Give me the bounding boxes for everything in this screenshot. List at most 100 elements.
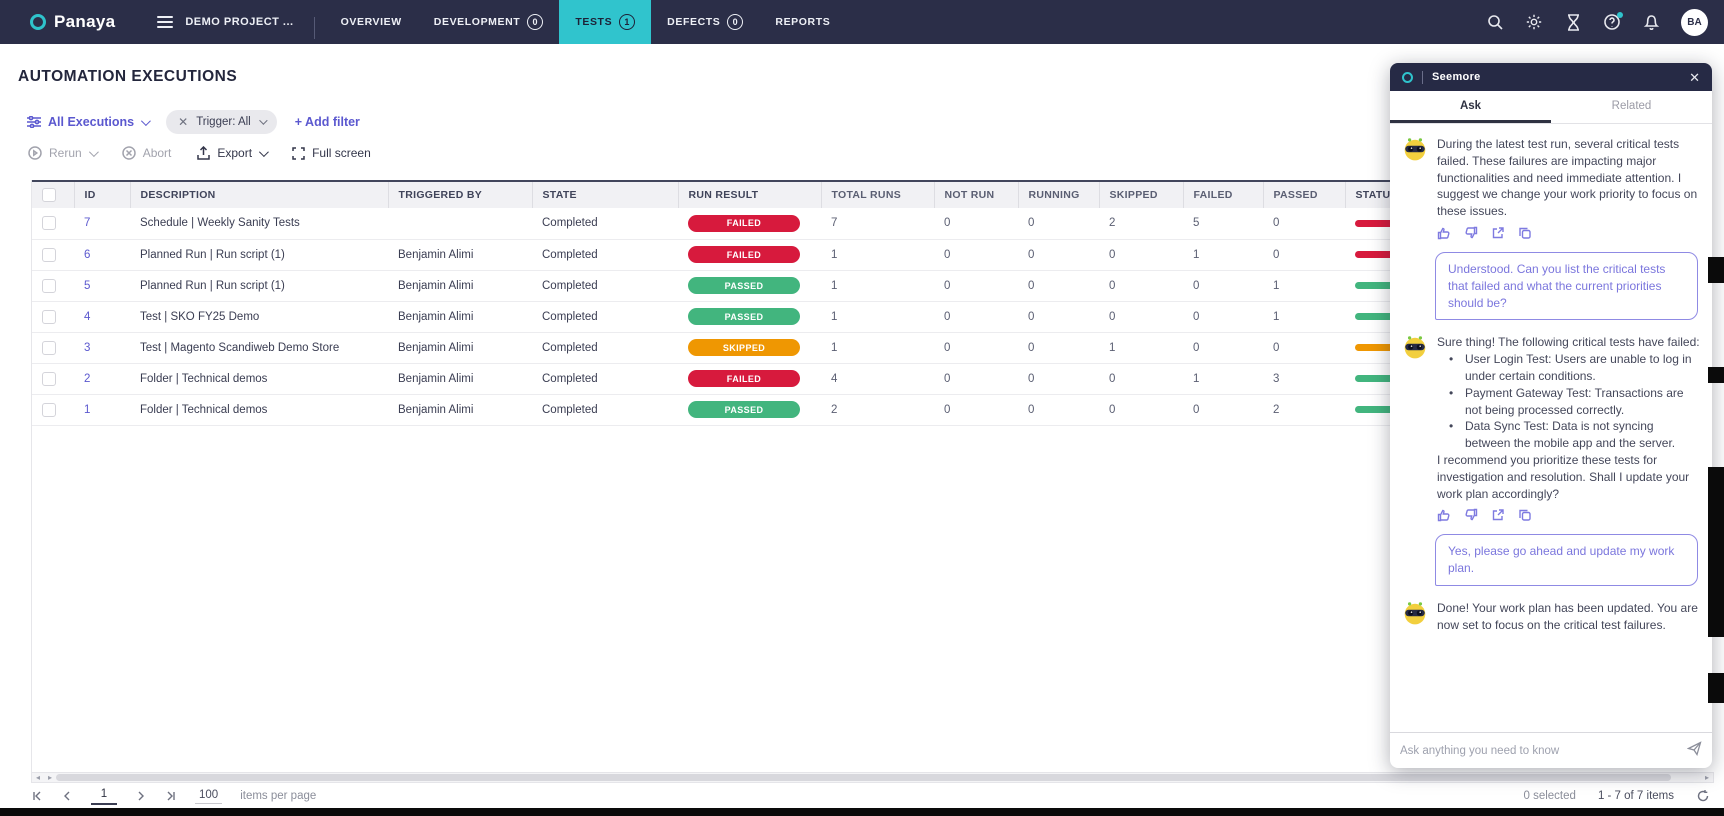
row-checkbox[interactable]	[42, 247, 56, 262]
execution-id-link[interactable]: 2	[84, 372, 91, 385]
abort-button[interactable]: Abort	[121, 146, 171, 160]
tab-overview[interactable]: OVERVIEW	[340, 16, 402, 28]
top-nav: Panaya DEMO PROJECT ... OVERVIEW DEVELOP…	[0, 0, 1724, 44]
tab-related[interactable]: Related	[1611, 100, 1652, 112]
column-header-description[interactable]: DESCRIPTION	[129, 181, 388, 208]
run-result-badge: PASSED	[688, 401, 800, 418]
filter-row: All Executions ✕ Trigger: All + Add filt…	[27, 110, 360, 134]
execution-id-link[interactable]: 1	[84, 403, 91, 416]
gear-icon[interactable]	[1525, 13, 1543, 31]
select-all-checkbox[interactable]	[42, 188, 56, 202]
help-icon[interactable]	[1603, 12, 1623, 31]
thumbs-down-icon[interactable]	[1464, 226, 1478, 240]
hamburger-menu-icon[interactable]	[157, 16, 174, 28]
first-page-button[interactable]	[31, 790, 43, 802]
current-page[interactable]: 1	[91, 788, 117, 805]
tab-defects[interactable]: DEFECTS 0	[651, 0, 759, 44]
items-per-page-label: items per page	[240, 790, 317, 802]
export-button[interactable]: Export	[197, 146, 269, 160]
state-cell: Completed	[532, 394, 678, 426]
column-header-id[interactable]: ID	[73, 181, 130, 208]
open-in-new-icon[interactable]	[1491, 226, 1505, 240]
row-checkbox[interactable]	[42, 278, 56, 293]
execution-id-link[interactable]: 7	[84, 217, 91, 230]
bell-icon[interactable]	[1642, 13, 1660, 31]
status-bar	[1355, 313, 1403, 320]
not-run-cell: 0	[934, 332, 1018, 364]
row-checkbox[interactable]	[42, 371, 56, 386]
hourglass-icon[interactable]	[1564, 13, 1582, 31]
running-cell: 0	[1018, 270, 1099, 302]
message-actions	[1437, 508, 1700, 522]
chat-input[interactable]	[1400, 744, 1679, 757]
row-checkbox[interactable]	[42, 402, 56, 417]
bot-intro: Sure thing! The following critical tests…	[1437, 335, 1700, 350]
executions-grid: ID DESCRIPTION TRIGGERED BY STATE RUN RE…	[31, 180, 1495, 772]
column-header-run-result[interactable]: RUN RESULT	[677, 181, 821, 208]
pagination-bar: 1 100 items per page 0 selected 1 - 7 of…	[31, 784, 1710, 808]
user-message-bubble: Yes, please go ahead and update my work …	[1435, 534, 1698, 586]
scrollbar-thumb[interactable]	[56, 774, 1671, 781]
scroll-left-icon[interactable]: ◂	[36, 773, 41, 782]
copy-icon[interactable]	[1518, 226, 1532, 240]
chevron-down-icon	[88, 146, 99, 157]
copy-icon[interactable]	[1518, 508, 1532, 522]
tab-tests[interactable]: TESTS 1	[559, 0, 652, 44]
running-cell: 0	[1018, 301, 1099, 333]
user-avatar[interactable]: BA	[1681, 8, 1708, 36]
passed-cell: 0	[1263, 332, 1345, 364]
thumbs-down-icon[interactable]	[1464, 508, 1478, 522]
fullscreen-button[interactable]: Full screen	[292, 146, 371, 160]
next-page-button[interactable]	[135, 790, 147, 802]
last-page-button[interactable]	[165, 790, 177, 802]
search-icon[interactable]	[1486, 13, 1504, 31]
bot-outro: I recommend you prioritize these tests f…	[1437, 452, 1690, 501]
not-run-cell: 0	[934, 208, 1018, 240]
scroll-right-icon[interactable]: ▸	[1704, 773, 1709, 782]
scroll-left-icon[interactable]: ▸	[48, 773, 53, 782]
executions-view-dropdown[interactable]: All Executions	[27, 115, 152, 129]
open-in-new-icon[interactable]	[1491, 508, 1505, 522]
items-range: 1 - 7 of 7 items	[1597, 790, 1674, 802]
execution-id-link[interactable]: 3	[84, 341, 91, 354]
skipped-cell: 0	[1099, 239, 1183, 271]
running-cell: 0	[1018, 394, 1099, 426]
project-selector[interactable]: DEMO PROJECT ...	[185, 16, 294, 28]
refresh-icon[interactable]	[1696, 789, 1710, 803]
export-icon	[197, 146, 211, 160]
thumbs-up-icon[interactable]	[1437, 226, 1451, 240]
column-header-triggered-by[interactable]: TRIGGERED BY	[387, 181, 532, 208]
execution-id-link[interactable]: 5	[84, 279, 91, 292]
column-header-skipped[interactable]: SKIPPED	[1098, 181, 1183, 208]
divider	[1422, 70, 1423, 84]
running-cell: 0	[1018, 332, 1099, 364]
tab-reports[interactable]: REPORTS	[775, 16, 831, 28]
row-checkbox[interactable]	[42, 309, 56, 324]
close-icon[interactable]: ✕	[1689, 69, 1700, 85]
skipped-cell: 0	[1099, 363, 1183, 395]
thumbs-up-icon[interactable]	[1437, 508, 1451, 522]
tab-development[interactable]: DEVELOPMENT 0	[418, 0, 560, 44]
execution-id-link[interactable]: 4	[84, 310, 91, 323]
prev-page-button[interactable]	[61, 790, 73, 802]
execution-id-link[interactable]: 6	[84, 248, 91, 261]
page-size-selector[interactable]: 100	[195, 789, 223, 804]
column-header-running[interactable]: RUNNING	[1017, 181, 1099, 208]
add-filter-button[interactable]: + Add filter	[294, 115, 360, 129]
not-run-cell: 0	[934, 394, 1018, 426]
skipped-cell: 2	[1099, 208, 1183, 240]
trigger-filter-chip[interactable]: ✕ Trigger: All	[166, 110, 277, 134]
tab-ask[interactable]: Ask	[1390, 91, 1551, 123]
remove-filter-icon[interactable]: ✕	[178, 115, 189, 129]
row-checkbox[interactable]	[42, 340, 56, 355]
column-header-failed[interactable]: FAILED	[1182, 181, 1263, 208]
column-header-passed[interactable]: PASSED	[1262, 181, 1345, 208]
column-header-state[interactable]: STATE	[531, 181, 678, 208]
row-checkbox[interactable]	[42, 216, 56, 231]
rerun-button[interactable]: Rerun	[28, 146, 99, 160]
column-header-total-runs[interactable]: TOTAL RUNS	[820, 181, 934, 208]
send-icon[interactable]	[1686, 740, 1702, 761]
column-header-not-run[interactable]: NOT RUN	[933, 181, 1018, 208]
table-row: 4 Test | SKO FY25 Demo Benjamin Alimi Co…	[32, 301, 1495, 333]
not-run-cell: 0	[934, 270, 1018, 302]
